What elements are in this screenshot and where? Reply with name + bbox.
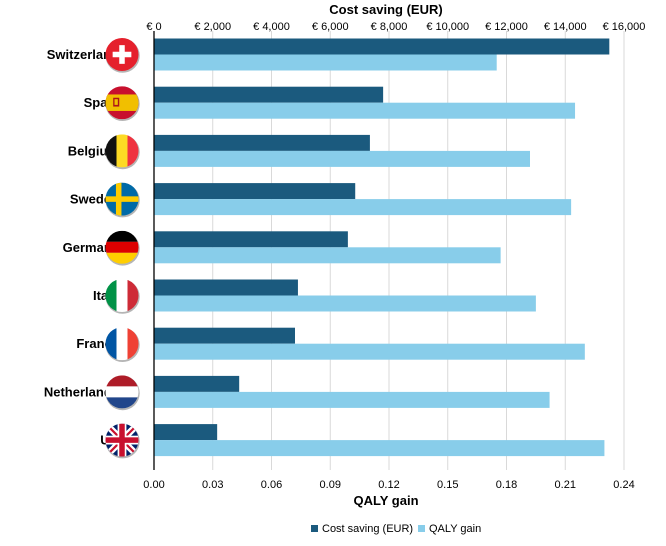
bar-cost-saving (154, 231, 348, 248)
bar-cost-saving (154, 375, 240, 392)
top-tick-label: € 16,000 (603, 21, 646, 33)
legend: Cost saving (EUR) QALY gain (311, 523, 481, 535)
legend-swatch-qaly (418, 525, 425, 532)
italy-flag-icon (105, 279, 140, 314)
bottom-tick-label: 0.24 (613, 479, 634, 491)
bar-qaly-gain (154, 199, 572, 216)
bar-qaly-gain (154, 150, 530, 167)
france-flag-icon (105, 327, 140, 362)
flags (105, 38, 140, 459)
bar-cost-saving (154, 327, 295, 344)
top-axis: € 0 € 2,000 € 4,000 € 6,000 € 8,000 € 10,000 €… (146, 21, 645, 33)
netherlands-flag-icon (105, 375, 140, 411)
bar-qaly-gain (154, 247, 501, 264)
bar-cost-saving (154, 279, 298, 296)
bar-qaly-gain (154, 102, 576, 119)
spain-flag-icon (105, 86, 140, 121)
bars (154, 38, 610, 457)
bar-qaly-gain (154, 343, 585, 360)
bar-qaly-gain (154, 391, 550, 408)
top-axis-title: Cost saving (EUR) (329, 2, 442, 17)
bottom-tick-label: 0.21 (555, 479, 576, 491)
bottom-tick-label: 0.18 (496, 479, 517, 491)
bar-cost-saving (154, 424, 218, 441)
category-label: Switzerland (47, 47, 119, 62)
top-tick-label: € 8,000 (371, 21, 408, 33)
bottom-tick-label: 0.15 (437, 479, 458, 491)
sweden-flag-icon (105, 182, 140, 218)
top-tick-label: € 10,000 (426, 21, 469, 33)
legend-label-qaly: QALY gain (429, 523, 481, 535)
bar-cost-saving (154, 183, 356, 200)
bottom-axis-title: QALY gain (353, 493, 418, 508)
bar-cost-saving (154, 38, 610, 55)
bar-qaly-gain (154, 295, 536, 312)
bar-cost-saving (154, 134, 370, 151)
bar-qaly-gain (154, 54, 497, 71)
bottom-tick-label: 0.12 (378, 479, 399, 491)
bottom-axis: 0.00 0.03 0.06 0.09 0.12 0.15 0.18 0.21 0.24 (143, 479, 634, 491)
legend-label-cost: Cost saving (EUR) (322, 523, 413, 535)
bottom-tick-label: 0.09 (320, 479, 341, 491)
top-tick-label: € 6,000 (312, 21, 349, 33)
bar-cost-saving (154, 86, 384, 103)
top-tick-label: € 14,000 (544, 21, 587, 33)
bottom-tick-label: 0.00 (143, 479, 164, 491)
bar-qaly-gain (154, 440, 605, 457)
belgium-flag-icon (105, 134, 140, 170)
switzerland-flag-icon (105, 38, 140, 73)
bottom-tick-label: 0.06 (261, 479, 282, 491)
top-tick-label: € 0 (146, 21, 161, 33)
bottom-tick-label: 0.03 (202, 479, 223, 491)
top-tick-label: € 12,000 (485, 21, 528, 33)
top-tick-label: € 2,000 (194, 21, 231, 33)
category-label: Netherlands (44, 384, 119, 399)
top-tick-label: € 4,000 (253, 21, 290, 33)
germany-flag-icon (105, 230, 140, 266)
uk-flag-icon (105, 423, 140, 459)
legend-swatch-cost (311, 525, 318, 532)
category-label: Germany (63, 240, 120, 255)
